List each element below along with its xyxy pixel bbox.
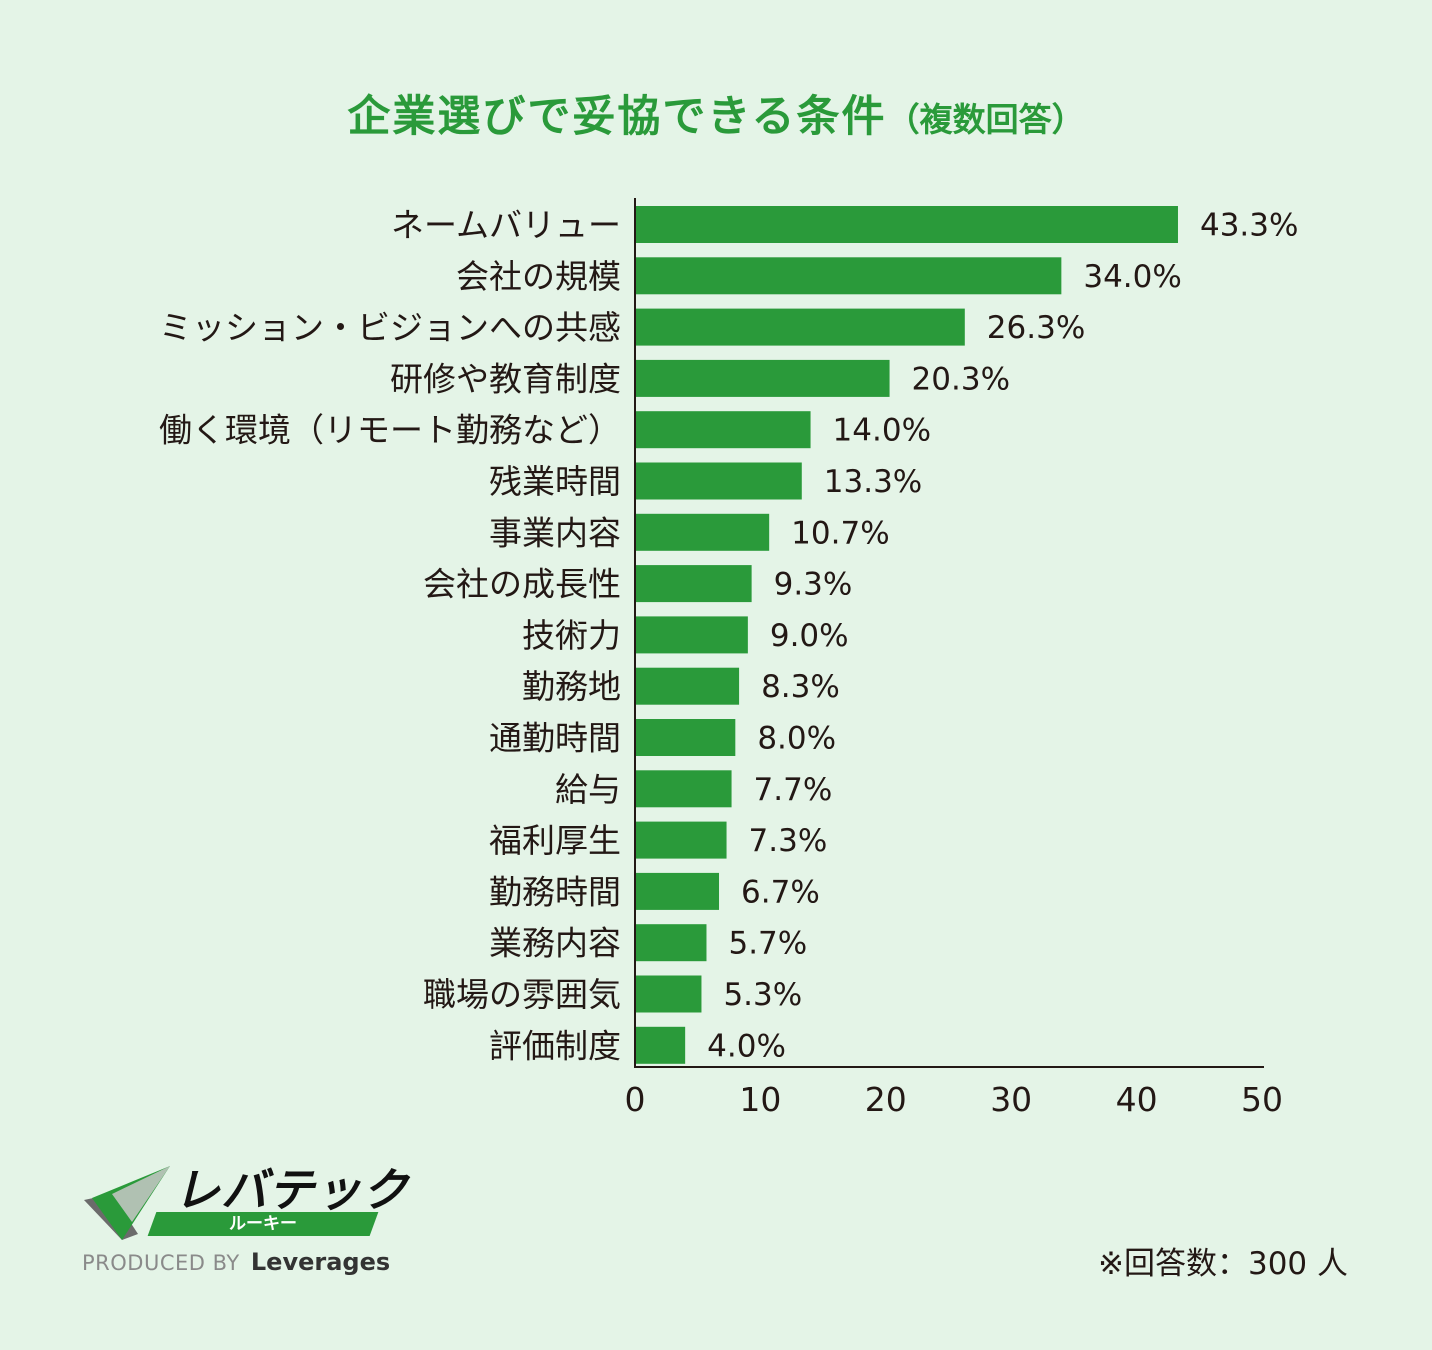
data-label: 8.3% bbox=[761, 669, 840, 705]
data-label: 34.0% bbox=[1083, 259, 1181, 295]
chart-title-sub: （複数回答） bbox=[886, 100, 1085, 139]
bar bbox=[635, 462, 802, 500]
bar bbox=[635, 206, 1178, 243]
category-label: 福利厚生 bbox=[489, 821, 621, 860]
bar bbox=[635, 924, 707, 962]
data-label: 10.7% bbox=[791, 515, 889, 551]
data-label: 6.7% bbox=[741, 874, 820, 910]
data-label: 14.0% bbox=[833, 413, 931, 449]
data-label: 9.0% bbox=[770, 618, 849, 654]
company-name: Leverages bbox=[250, 1248, 391, 1276]
bar bbox=[635, 1026, 686, 1064]
category-label: 通勤時間 bbox=[489, 719, 621, 758]
category-label: 働く環境（リモート勤務など） bbox=[159, 411, 621, 450]
bar bbox=[635, 770, 732, 808]
bar bbox=[635, 308, 965, 346]
chart-title-main: 企業選びで妥協できる条件 bbox=[347, 92, 887, 142]
data-label: 7.7% bbox=[754, 772, 833, 808]
data-label: 43.3% bbox=[1200, 208, 1298, 244]
category-label: 研修や教育制度 bbox=[390, 359, 621, 398]
bar bbox=[635, 719, 736, 756]
category-label: 勤務地 bbox=[522, 667, 621, 706]
data-label: 9.3% bbox=[774, 567, 853, 603]
category-label: 会社の規模 bbox=[456, 257, 621, 296]
category-label: 評価制度 bbox=[489, 1026, 621, 1065]
bar bbox=[635, 359, 890, 397]
bar bbox=[635, 257, 1062, 295]
data-label: 7.3% bbox=[749, 823, 828, 859]
x-tick-label: 10 bbox=[739, 1080, 781, 1119]
response-count-note: ※回答数：300 人 bbox=[1098, 1246, 1348, 1282]
category-label: 会社の成長性 bbox=[423, 565, 621, 604]
bar bbox=[635, 411, 811, 449]
category-label: ミッション・ビジョンへの共感 bbox=[159, 308, 621, 347]
data-label: 4.0% bbox=[707, 1028, 786, 1064]
category-label: 残業時間 bbox=[489, 462, 621, 501]
category-label: 勤務時間 bbox=[489, 872, 621, 911]
category-label: 事業内容 bbox=[489, 513, 621, 552]
brand-name: レバテック bbox=[174, 1163, 409, 1217]
x-tick-label: 40 bbox=[1116, 1080, 1158, 1119]
checkmark-logo-icon bbox=[84, 1166, 170, 1240]
bar bbox=[635, 667, 740, 705]
x-tick-label: 50 bbox=[1241, 1080, 1283, 1119]
data-label: 5.7% bbox=[728, 926, 807, 962]
bar bbox=[635, 821, 727, 859]
category-label: ネームバリュー bbox=[391, 206, 621, 245]
bar bbox=[635, 872, 720, 910]
data-label: 20.3% bbox=[912, 361, 1010, 397]
x-tick-label: 0 bbox=[625, 1080, 646, 1119]
x-tick-label: 20 bbox=[865, 1080, 907, 1119]
produced-by: PRODUCED BY Leverages bbox=[82, 1248, 391, 1276]
x-tick-label: 30 bbox=[990, 1080, 1032, 1119]
category-label: 業務内容 bbox=[489, 924, 621, 963]
bar bbox=[635, 513, 770, 551]
chart-title: 企業選びで妥協できる条件（複数回答） bbox=[0, 82, 1432, 144]
brand-logo: レバテック ルーキー PRODUCED BY Leverages bbox=[82, 1160, 408, 1280]
brand-subtitle: ルーキー bbox=[147, 1212, 379, 1236]
bar bbox=[635, 975, 702, 1013]
data-label: 26.3% bbox=[987, 310, 1085, 346]
category-label: 職場の雰囲気 bbox=[423, 975, 621, 1014]
bar bbox=[635, 616, 748, 654]
bar bbox=[635, 565, 752, 603]
data-label: 13.3% bbox=[824, 464, 922, 500]
data-label: 5.3% bbox=[723, 977, 802, 1013]
data-label: 8.0% bbox=[757, 721, 836, 757]
category-label: 給与 bbox=[555, 770, 621, 809]
category-label: 技術力 bbox=[522, 616, 621, 655]
